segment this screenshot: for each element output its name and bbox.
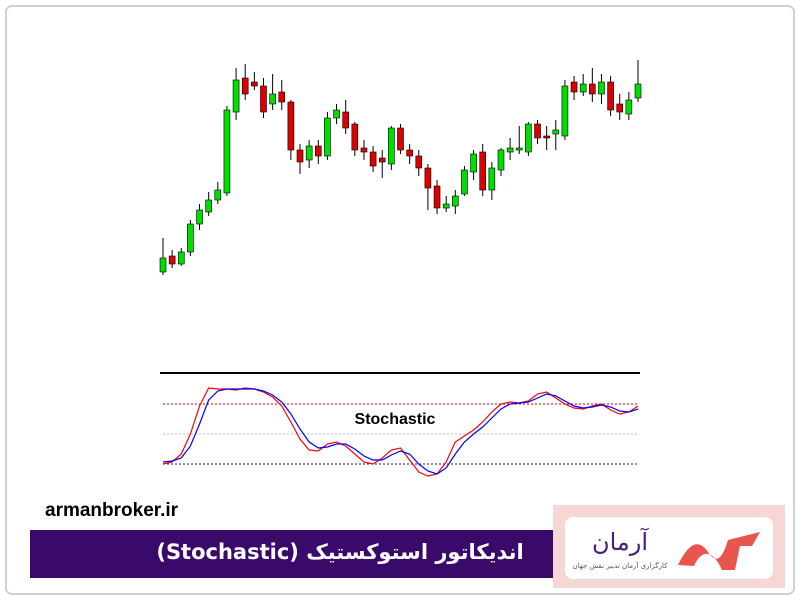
candle-body: [388, 127, 395, 165]
candle-body: [634, 83, 642, 99]
indicator-title: Stochastic: [355, 411, 436, 428]
candle-body: [625, 99, 633, 115]
candle-body: [470, 153, 477, 173]
candle-body: [579, 83, 587, 93]
candle-body: [342, 111, 349, 129]
candle-body: [232, 79, 240, 113]
candle-body: [452, 195, 459, 207]
candle-body: [570, 81, 578, 93]
candle-body: [607, 81, 614, 111]
stochastic-line: [162, 388, 639, 475]
candle-body: [378, 157, 386, 163]
logo-tagline: کارگزاری آرمان تدبیر نقش جهان: [573, 561, 669, 570]
candle-body: [314, 145, 322, 157]
candle-body: [598, 81, 605, 95]
candle-body: [159, 257, 167, 273]
candle-body: [196, 209, 203, 225]
candle-body: [214, 189, 222, 201]
candle-body: [488, 167, 496, 191]
candle-body: [278, 91, 286, 103]
candle-body: [360, 147, 368, 153]
candle-body: [415, 155, 423, 169]
candle-body: [552, 129, 560, 135]
candle-body: [506, 147, 514, 153]
candle-body: [177, 251, 185, 265]
candle-body: [534, 123, 541, 139]
logo-icon: [678, 532, 760, 570]
frame: [5, 5, 795, 595]
candle-body: [543, 135, 550, 139]
candle-body: [187, 223, 194, 253]
banner-text: اندیکاتور استوکستیک (Stochastic): [156, 540, 523, 564]
candle-body: [269, 93, 276, 105]
candle-body: [561, 85, 569, 137]
candle-body: [433, 185, 441, 209]
candle-body: [223, 109, 231, 194]
candle-body: [525, 123, 532, 153]
candle-body: [442, 203, 450, 209]
candle-body: [241, 77, 249, 95]
site-name: armanbroker.ir: [45, 500, 179, 521]
candle-body: [616, 103, 624, 113]
candle-body: [479, 151, 487, 191]
candle-body: [397, 127, 404, 151]
candle-body: [497, 149, 505, 171]
candle-body: [589, 83, 596, 95]
candle-body: [205, 199, 212, 213]
candle-body: [305, 145, 313, 161]
candle-body: [461, 169, 468, 195]
candle-body: [424, 167, 432, 189]
candle-body: [515, 147, 523, 151]
candle-body: [333, 109, 340, 119]
banner: [30, 530, 560, 578]
candle-body: [251, 81, 258, 87]
candle-body: [260, 85, 267, 113]
candle-body: [406, 149, 413, 157]
candle-body: [369, 151, 377, 167]
candle-body: [296, 149, 304, 163]
candle-body: [351, 123, 359, 151]
logo-name: آرمان: [592, 527, 649, 556]
candle-body: [168, 255, 176, 265]
candle-body: [324, 117, 331, 157]
candle-body: [287, 101, 295, 151]
